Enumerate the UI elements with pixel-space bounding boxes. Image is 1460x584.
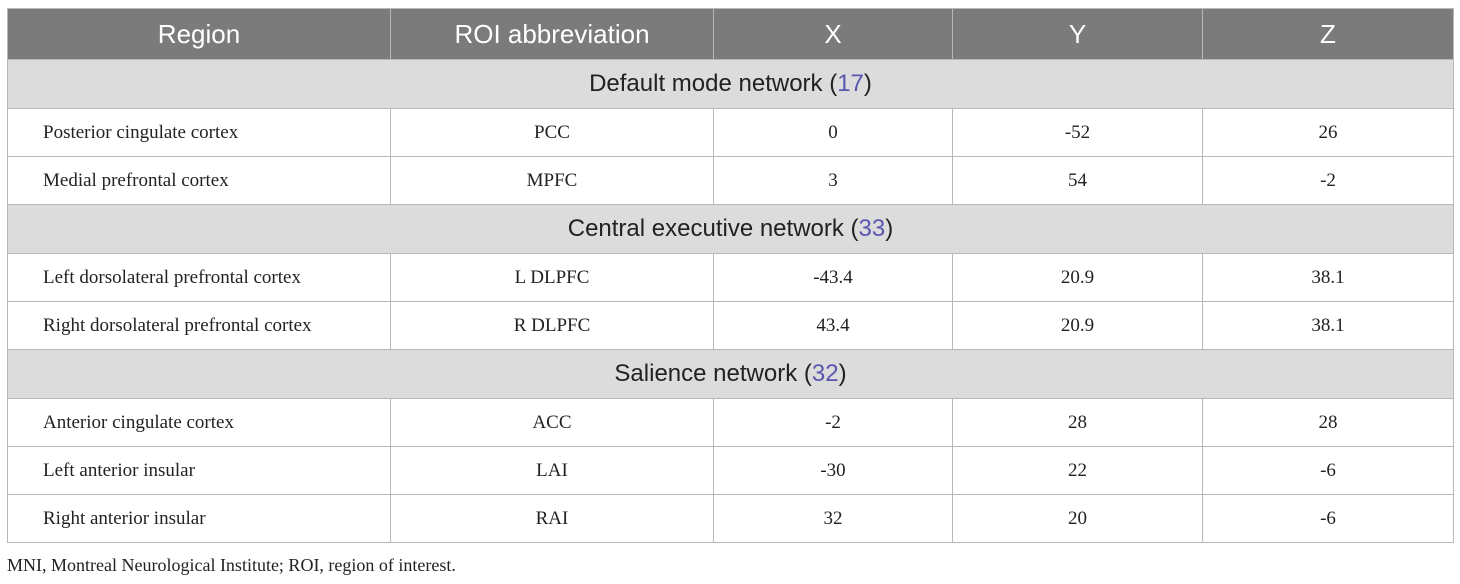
cell-region: Left anterior insular: [7, 446, 391, 495]
group-row-central-executive-network: Central executive network (33): [7, 204, 1454, 254]
cell-x: -30: [713, 446, 953, 495]
reference-link[interactable]: 33: [858, 215, 886, 242]
group-label: Default mode network (17): [7, 59, 1454, 109]
cell-y: -52: [952, 108, 1203, 157]
cell-roi: LAI: [390, 446, 714, 495]
table-row: Posterior cingulate cortex PCC 0 -52 26: [7, 108, 1454, 157]
header-region: Region: [7, 8, 391, 60]
cell-region: Anterior cingulate cortex: [7, 398, 391, 447]
group-name: Central executive network: [567, 215, 844, 242]
cell-z: 38.1: [1202, 253, 1454, 302]
cell-roi: RAI: [390, 494, 714, 543]
reference-link[interactable]: 17: [837, 70, 864, 97]
cell-region: Left dorsolateral prefrontal cortex: [7, 253, 391, 302]
cell-region: Medial prefrontal cortex: [7, 156, 391, 205]
cell-x: 3: [713, 156, 953, 205]
group-name: Salience network: [614, 360, 798, 387]
header-z: Z: [1202, 8, 1454, 60]
table-row: Right anterior insular RAI 32 20 -6: [7, 494, 1454, 543]
cell-roi: R DLPFC: [390, 301, 714, 350]
cell-y: 54: [952, 156, 1203, 205]
table-footnote: MNI, Montreal Neurological Institute; RO…: [7, 555, 456, 575]
cell-x: 0: [713, 108, 953, 157]
cell-z: 26: [1202, 108, 1454, 157]
group-row-default-mode-network: Default mode network (17): [7, 59, 1454, 109]
cell-z: -6: [1202, 494, 1454, 543]
cell-roi: ACC: [390, 398, 714, 447]
cell-region: Right dorsolateral prefrontal cortex: [7, 301, 391, 350]
reference-link[interactable]: 32: [811, 360, 839, 387]
cell-x: -2: [713, 398, 953, 447]
table-row: Left anterior insular LAI -30 22 -6: [7, 446, 1454, 495]
cell-x: 43.4: [713, 301, 953, 350]
cell-z: 38.1: [1202, 301, 1454, 350]
group-label: Central executive network (33): [7, 204, 1454, 254]
roi-coordinates-table: Region ROI abbreviation X Y Z Default mo…: [7, 8, 1454, 543]
table-row: Left dorsolateral prefrontal cortex L DL…: [7, 253, 1454, 302]
header-x: X: [713, 8, 953, 60]
cell-z: -6: [1202, 446, 1454, 495]
cell-z: -2: [1202, 156, 1454, 205]
roi-table-container: Region ROI abbreviation X Y Z Default mo…: [7, 8, 1454, 543]
table-row: Medial prefrontal cortex MPFC 3 54 -2: [7, 156, 1454, 205]
group-row-salience-network: Salience network (32): [7, 349, 1454, 399]
cell-z: 28: [1202, 398, 1454, 447]
cell-x: 32: [713, 494, 953, 543]
cell-roi: MPFC: [390, 156, 714, 205]
table-row: Anterior cingulate cortex ACC -2 28 28: [7, 398, 1454, 447]
table-row: Right dorsolateral prefrontal cortex R D…: [7, 301, 1454, 350]
table-header-row: Region ROI abbreviation X Y Z: [7, 8, 1454, 60]
header-roi-abbreviation: ROI abbreviation: [390, 8, 714, 60]
cell-x: -43.4: [713, 253, 953, 302]
cell-roi: L DLPFC: [390, 253, 714, 302]
group-name: Default mode network: [589, 70, 823, 97]
header-y: Y: [952, 8, 1203, 60]
cell-y: 28: [952, 398, 1203, 447]
cell-roi: PCC: [390, 108, 714, 157]
cell-y: 22: [952, 446, 1203, 495]
cell-y: 20.9: [952, 253, 1203, 302]
cell-y: 20.9: [952, 301, 1203, 350]
cell-region: Right anterior insular: [7, 494, 391, 543]
group-label: Salience network (32): [7, 349, 1454, 399]
cell-region: Posterior cingulate cortex: [7, 108, 391, 157]
cell-y: 20: [952, 494, 1203, 543]
